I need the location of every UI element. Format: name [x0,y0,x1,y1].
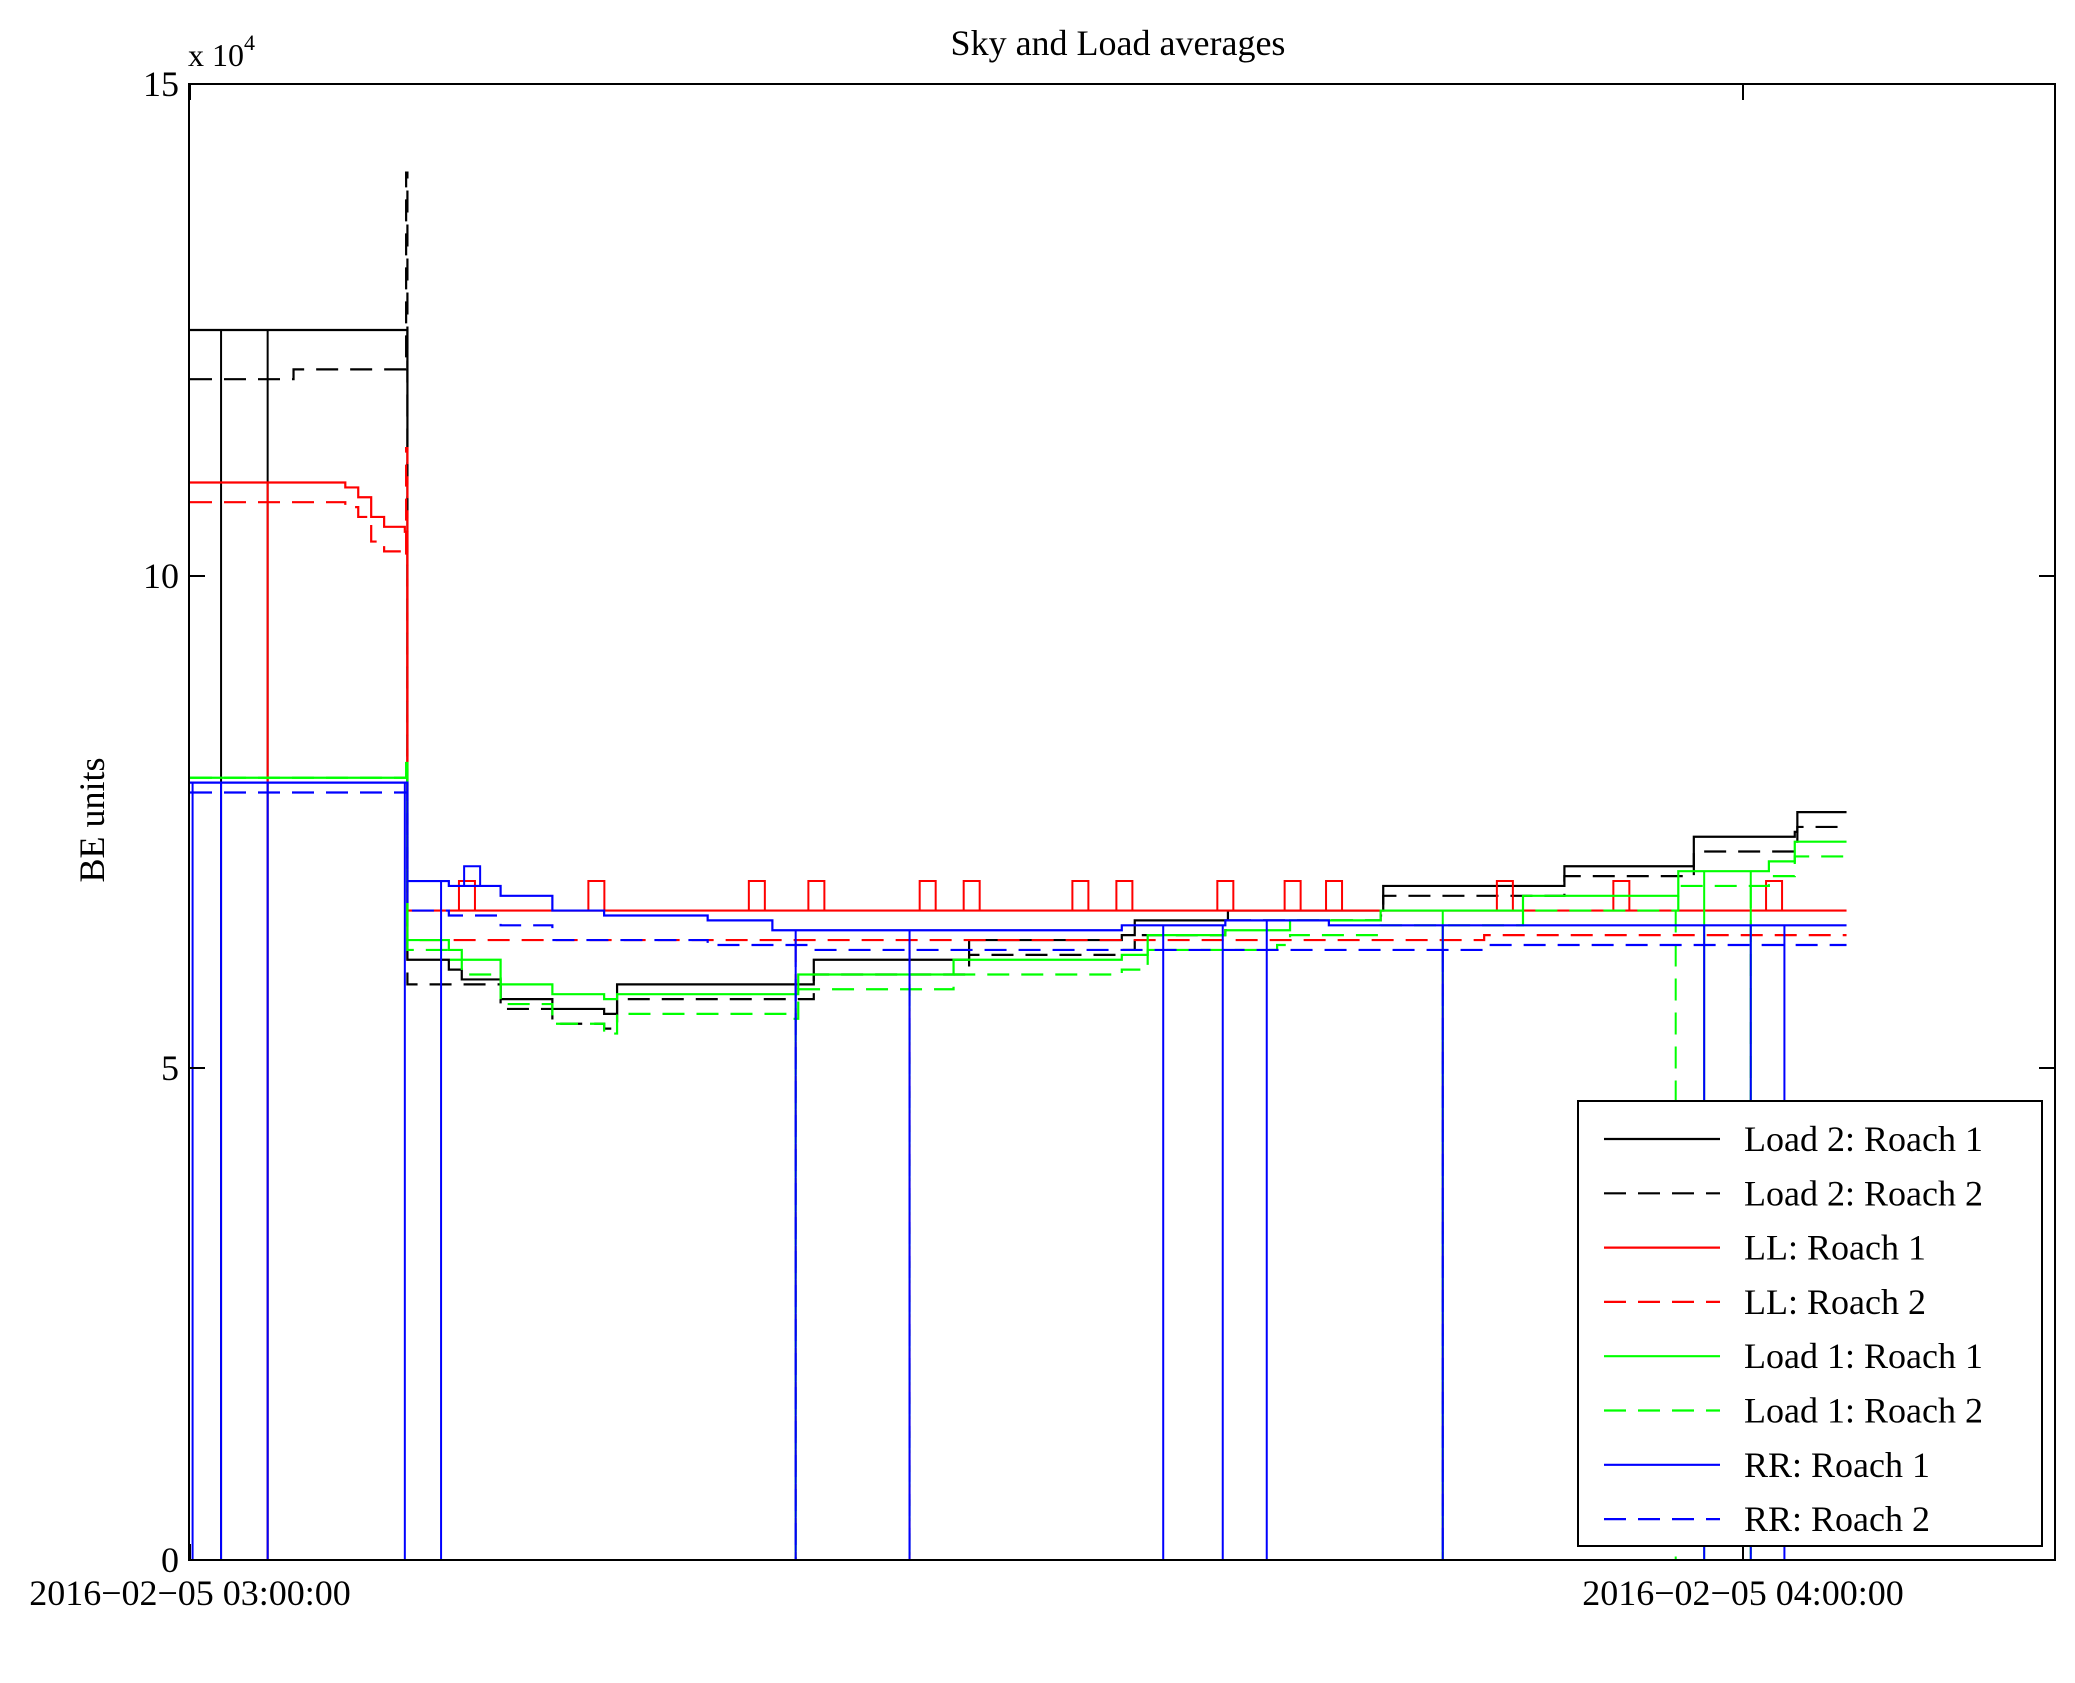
legend-box [1577,1100,2043,1547]
y-tick-label: 0 [161,1540,179,1580]
ticks: 0 5 10 15 2016−02−05 03:00:00 2016−02−05 04:0… [29,64,2055,1613]
y-tick-label: 15 [143,64,179,104]
series-rr-roach-2 [190,791,1847,1560]
spike-mark [1283,880,1302,911]
x-tick-label: 2016−02−05 04:00:00 [1582,1573,1904,1613]
spike-mark [1495,880,1514,911]
y-multiplier-base: x 10 [188,37,244,73]
spike-mark [1325,880,1344,911]
series-line [190,776,1848,1035]
series-line [190,481,1847,912]
spike-mark [463,865,482,886]
legend-entry-load-1-roach-1: Load 1: Roach 1 [1744,1336,1983,1376]
series-line [190,781,1847,932]
spike-mark [587,880,606,911]
plot-lines [190,171,1848,1560]
series-line [190,171,1847,1030]
legend-entry-load-2-roach-2: Load 2: Roach 2 [1744,1173,1983,1213]
spike-mark [1115,880,1134,911]
y-tick-label: 10 [143,556,179,596]
x-tick-label: 2016−02−05 03:00:00 [29,1573,351,1613]
series-line [190,446,1847,942]
legend-entry-ll-roach-2: LL: Roach 2 [1744,1282,1926,1322]
legend-entry-ll-roach-1: LL: Roach 1 [1744,1228,1926,1268]
series-load-2-roach-2 [190,171,1847,1030]
spike-mark [747,880,766,911]
spike-mark [457,880,476,911]
y-tick-label: 5 [161,1048,179,1088]
chart-title: Sky and Load averages [951,23,1286,63]
legend-entry-load-1-roach-2: Load 1: Roach 2 [1744,1391,1983,1431]
spike-mark [807,880,826,911]
legend: Load 2: Roach 1 Load 2: Roach 2 LL: Roach … [1577,1100,2043,1547]
spike-mark [1216,880,1235,911]
axes-box [188,83,2056,1561]
y-multiplier: x 104 [188,30,255,73]
spike-mark [1765,880,1784,911]
series-line [190,761,1847,1001]
y-axis-label: BE units [72,757,112,882]
legend-entry-rr-roach-1: RR: Roach 1 [1744,1445,1930,1485]
legend-entry-rr-roach-2: RR: Roach 2 [1744,1499,1930,1539]
legend-entry-load-2-roach-1: Load 2: Roach 1 [1744,1119,1983,1159]
y-multiplier-exponent: 4 [244,30,255,55]
series-line [190,791,1847,952]
spike-mark [962,880,981,911]
spike-mark [1071,880,1090,911]
series-rr-roach-1 [190,781,1847,1560]
spike-mark [918,880,937,911]
